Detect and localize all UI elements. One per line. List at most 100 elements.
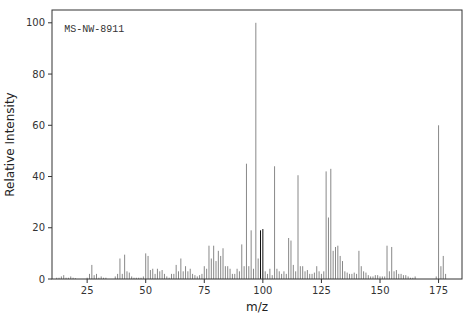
peak — [319, 271, 320, 279]
peak — [363, 271, 364, 279]
peak — [216, 261, 217, 279]
peak — [89, 274, 90, 279]
peak — [283, 271, 284, 279]
peak — [298, 175, 299, 279]
peak — [349, 274, 350, 279]
peak — [258, 259, 259, 279]
x-tick — [380, 279, 381, 283]
peak — [173, 274, 174, 279]
peak — [333, 251, 334, 279]
x-tick — [262, 279, 263, 283]
peak — [162, 270, 163, 279]
peak — [248, 266, 249, 279]
peak — [246, 164, 247, 279]
peak — [314, 273, 315, 279]
plot-background — [52, 10, 462, 279]
peak — [232, 274, 233, 279]
y-tick-label: 0 — [39, 274, 45, 285]
peak — [239, 271, 240, 279]
peak — [164, 274, 165, 279]
peak — [183, 271, 184, 279]
peak — [328, 218, 329, 279]
peak — [244, 266, 245, 279]
peak — [117, 274, 118, 279]
peak — [344, 271, 345, 279]
peak — [119, 259, 120, 279]
peak — [445, 274, 446, 279]
y-axis-label: Relative Intensity — [3, 92, 17, 196]
peak — [323, 271, 324, 279]
peak — [401, 274, 402, 279]
peak — [94, 275, 95, 279]
peak — [253, 269, 254, 279]
peak — [302, 266, 303, 279]
peak — [208, 246, 209, 279]
peak — [267, 274, 268, 279]
peak — [194, 275, 195, 279]
x-tick-label: 150 — [370, 285, 389, 296]
x-tick — [321, 279, 322, 283]
peak — [211, 259, 212, 279]
peak — [206, 269, 207, 279]
x-tick-label: 125 — [312, 285, 331, 296]
peak — [255, 23, 256, 279]
peak — [220, 256, 221, 279]
stems — [57, 23, 446, 279]
peak — [321, 274, 322, 279]
peak — [223, 248, 224, 279]
peak — [293, 265, 294, 279]
peak — [129, 273, 130, 279]
peak — [204, 266, 205, 279]
peak — [237, 269, 238, 279]
peak — [152, 269, 153, 279]
peak — [354, 273, 355, 279]
peak — [96, 274, 97, 279]
peak — [122, 274, 123, 279]
chart: 255075100125150175020406080100m/zRelativ… — [0, 0, 474, 319]
y-tick — [48, 227, 52, 228]
peak — [443, 256, 444, 279]
peak — [150, 270, 151, 279]
x-tick-label: 25 — [81, 285, 94, 296]
x-tick — [438, 279, 439, 283]
peak — [309, 274, 310, 279]
peak — [230, 269, 231, 279]
peak — [241, 244, 242, 279]
x-tick-label: 175 — [429, 285, 448, 296]
peak — [340, 256, 341, 279]
peak — [290, 241, 291, 279]
peak — [225, 266, 226, 279]
peak — [218, 251, 219, 279]
peak — [190, 269, 191, 279]
peak — [192, 274, 193, 279]
peak — [288, 238, 289, 279]
peak — [124, 255, 125, 279]
peak — [176, 265, 177, 279]
peak — [199, 275, 200, 279]
peak — [213, 246, 214, 279]
peak — [398, 274, 399, 279]
peak — [157, 269, 158, 279]
x-axis-label: m/z — [246, 300, 268, 314]
peak — [396, 270, 397, 279]
peak — [159, 271, 160, 279]
peak — [262, 229, 263, 279]
peak — [251, 230, 252, 279]
peak — [148, 256, 149, 279]
peak — [358, 251, 359, 279]
peak — [269, 269, 270, 279]
peak — [185, 266, 186, 279]
peak — [337, 246, 338, 279]
peak — [342, 261, 343, 279]
peak — [394, 271, 395, 279]
peak — [307, 270, 308, 279]
peak — [155, 274, 156, 279]
peak — [171, 274, 172, 279]
peak — [368, 275, 369, 279]
peak — [279, 271, 280, 279]
peak — [178, 271, 179, 279]
peak — [274, 166, 275, 279]
peak — [265, 271, 266, 279]
peak — [63, 275, 64, 279]
peak — [312, 274, 313, 279]
